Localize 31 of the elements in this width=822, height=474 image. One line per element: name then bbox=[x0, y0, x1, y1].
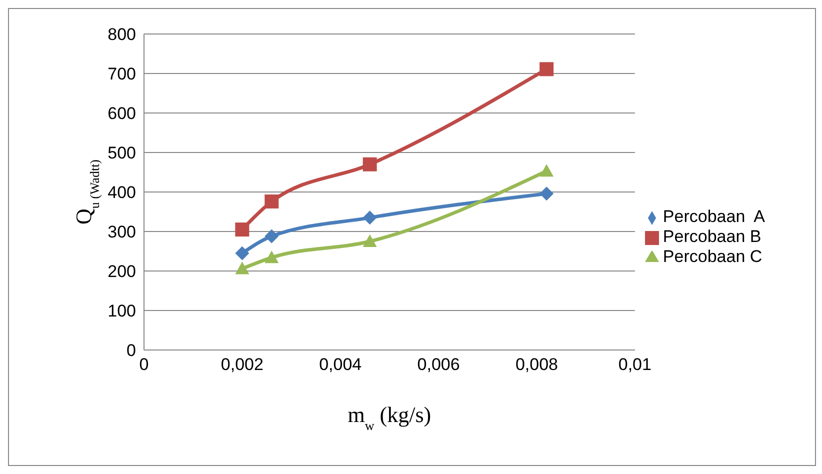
y-tick-label: 500 bbox=[108, 144, 136, 163]
point bbox=[540, 186, 554, 201]
x-tick-label: 0,008 bbox=[515, 355, 558, 374]
legend-label: Percobaan B bbox=[662, 227, 762, 246]
y-tick-label: 300 bbox=[108, 222, 136, 242]
point bbox=[235, 222, 250, 237]
point bbox=[264, 229, 279, 244]
x-tick-label: 0,01 bbox=[618, 355, 652, 374]
y-tick-label: 600 bbox=[108, 104, 136, 124]
x-tick-label: 0,004 bbox=[319, 355, 362, 374]
y-tick-label: 400 bbox=[108, 183, 136, 202]
point bbox=[540, 164, 554, 177]
y-tick-label: 0 bbox=[126, 341, 136, 360]
legend-label: Percobaan A bbox=[662, 207, 765, 226]
x-tick-label: 0,006 bbox=[417, 355, 460, 374]
point bbox=[235, 246, 250, 260]
y-tick-label: 800 bbox=[108, 25, 136, 44]
point bbox=[264, 250, 279, 264]
y-tick-label: 200 bbox=[108, 262, 136, 282]
point bbox=[235, 262, 250, 274]
point bbox=[540, 62, 554, 76]
x-tick-label: 0 bbox=[139, 355, 149, 374]
y-tick-label: 700 bbox=[108, 64, 136, 84]
point bbox=[264, 194, 279, 208]
x-tick-label: 0,002 bbox=[220, 355, 264, 374]
legend-label: Percobaan C bbox=[662, 247, 762, 266]
y-tick-label: 100 bbox=[108, 302, 136, 321]
point bbox=[362, 157, 377, 172]
point bbox=[362, 234, 377, 247]
point bbox=[362, 210, 377, 225]
x-axis-title: m$_{w}$ (kg/s) bbox=[348, 402, 432, 432]
